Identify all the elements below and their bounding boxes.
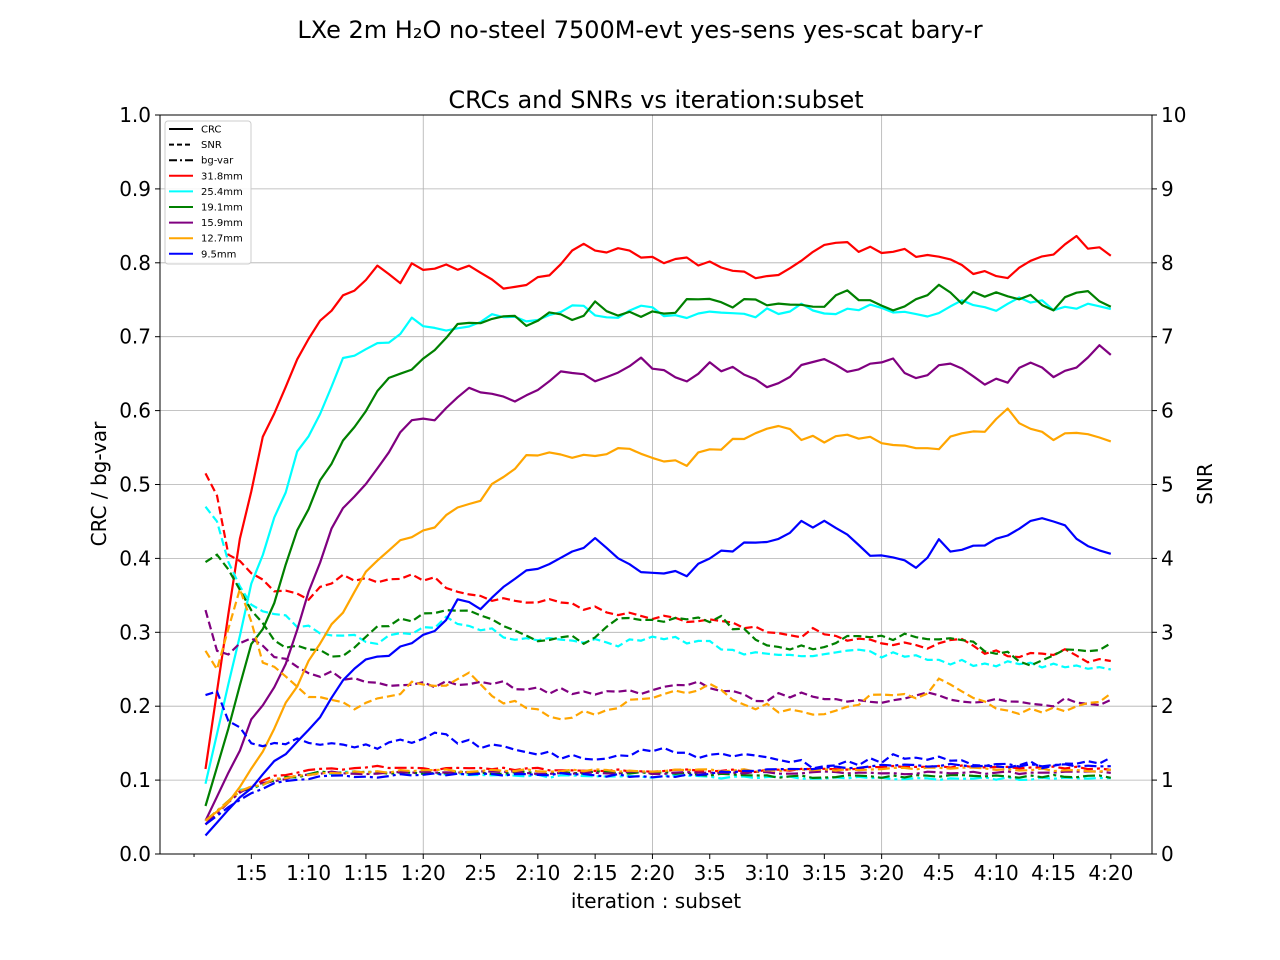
y-axis-right: 0 1 2 3 4 5 6 7 8 9 10	[1152, 103, 1186, 866]
legend-label: 15.9mm	[201, 218, 243, 229]
snr-line-12.7mm	[204, 585, 1112, 721]
x-tick-label: 1:20	[401, 861, 446, 885]
crc-line-15.9mm	[204, 344, 1112, 822]
snr-line-9.5mm	[205, 690, 1112, 770]
x-tick-label: 2:20	[630, 861, 675, 885]
snr-line-25.4mm	[204, 506, 1112, 671]
x-tick-label: 4:5	[923, 861, 955, 885]
chart-title: CRCs and SNRs vs iteration:subset	[448, 86, 863, 114]
figure-suptitle: LXe 2m H₂O no-steel 7500M-evt yes-sens y…	[297, 16, 982, 44]
legend-label: 31.8mm	[201, 171, 243, 182]
y-tick-label: 0.8	[119, 251, 151, 275]
y-tick-label: 0.1	[119, 768, 151, 792]
legend: CRC SNR bg-var 31.8mm 25.4mm 19.1mm 15.9mm 12.7…	[164, 120, 252, 265]
y2-tick-label: 4	[1161, 546, 1174, 570]
y-tick-label: 0.4	[119, 546, 151, 570]
crc-line-19.1mm	[204, 283, 1112, 807]
x-tick-label: 3:5	[694, 861, 726, 885]
x-tick-label: 1:10	[286, 861, 331, 885]
y2-axis-label: SNR	[1193, 463, 1217, 505]
y2-tick-label: 2	[1161, 694, 1174, 718]
crc-line-9.5mm	[204, 517, 1112, 837]
x-tick-label: 1:15	[343, 861, 388, 885]
snr-line-31.8mm	[204, 472, 1111, 664]
snr-line-15.9mm	[204, 609, 1112, 708]
series-lines	[204, 234, 1112, 837]
y-tick-label: 0.7	[119, 325, 151, 349]
y2-tick-label: 8	[1161, 251, 1174, 275]
x-tick-label: 1:5	[235, 861, 267, 885]
y-tick-label: 0.0	[119, 842, 151, 866]
y-tick-label: 0.6	[119, 399, 151, 423]
y2-tick-label: 0	[1161, 842, 1174, 866]
bg-var-line-12.7mm	[204, 766, 1112, 822]
x-axis-label: iteration : subset	[571, 889, 741, 913]
legend-label: 9.5mm	[201, 249, 236, 260]
y-tick-label: 0.9	[119, 177, 151, 201]
crc-line-31.8mm	[204, 234, 1112, 770]
x-tick-label: 2:10	[515, 861, 560, 885]
legend-label: SNR	[201, 140, 222, 151]
bg-var-line-9.5mm	[204, 762, 1111, 826]
y-tick-label: 0.5	[119, 473, 151, 497]
x-tick-label: 2:5	[464, 861, 496, 885]
y-axis-left: 0.0 0.1 0.2 0.3 0.4 0.5 0.6 0.7 0.8 0.9 1.0	[119, 103, 160, 866]
snr-line-19.1mm	[204, 553, 1112, 667]
y2-tick-label: 5	[1161, 473, 1174, 497]
y-tick-label: 0.2	[119, 694, 151, 718]
y2-tick-label: 9	[1161, 177, 1174, 201]
y2-tick-label: 10	[1161, 103, 1186, 127]
legend-label: 12.7mm	[201, 234, 243, 245]
legend-box	[164, 120, 252, 265]
x-tick-label: 4:20	[1088, 861, 1133, 885]
crc-line-12.7mm	[204, 407, 1112, 822]
legend-label: 25.4mm	[201, 187, 243, 198]
y2-tick-label: 6	[1161, 399, 1174, 423]
y2-tick-label: 7	[1161, 325, 1174, 349]
x-tick-label: 3:20	[859, 861, 904, 885]
bg-var-line-15.9mm	[204, 770, 1111, 826]
legend-label: bg-var	[201, 156, 234, 167]
x-axis: 1:5 1:10 1:15 1:20 2:5 2:10 2:15 2:20 3:5 3:10 3:1…	[193, 854, 1133, 885]
legend-label: 19.1mm	[201, 203, 243, 214]
y-tick-label: 1.0	[119, 103, 151, 127]
x-tick-label: 3:15	[802, 861, 847, 885]
y2-tick-label: 3	[1161, 620, 1174, 644]
legend-label: CRC	[201, 125, 221, 136]
y-axis-label: CRC / bg-var	[87, 421, 111, 546]
x-tick-label: 2:15	[573, 861, 618, 885]
y2-tick-label: 1	[1161, 768, 1174, 792]
x-tick-label: 4:10	[974, 861, 1019, 885]
x-tick-label: 4:15	[1031, 861, 1076, 885]
y-tick-label: 0.3	[119, 620, 151, 644]
x-tick-label: 3:10	[745, 861, 790, 885]
